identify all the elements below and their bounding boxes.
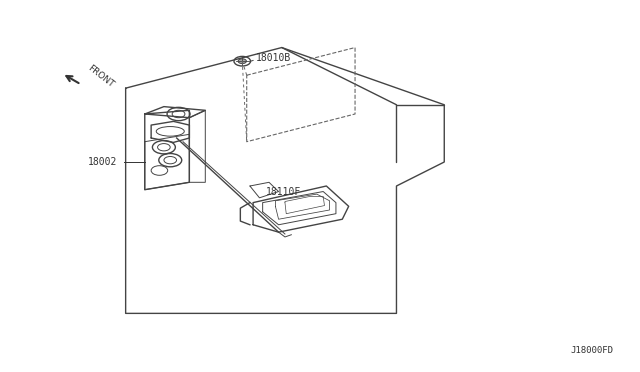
Text: 18110F: 18110F bbox=[266, 186, 301, 196]
Text: 18002: 18002 bbox=[88, 157, 116, 167]
Circle shape bbox=[238, 59, 246, 64]
Text: FRONT: FRONT bbox=[86, 63, 115, 89]
Text: J18000FD: J18000FD bbox=[570, 346, 613, 355]
Text: 18010B: 18010B bbox=[256, 52, 292, 62]
